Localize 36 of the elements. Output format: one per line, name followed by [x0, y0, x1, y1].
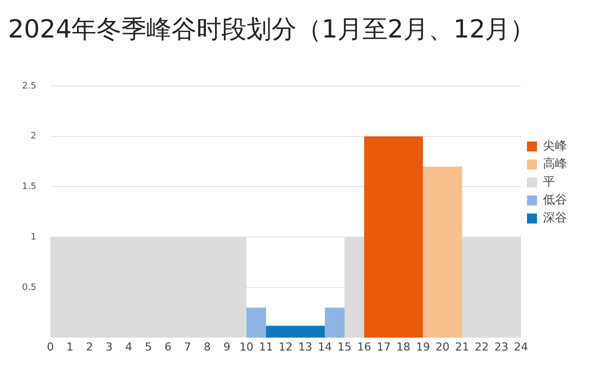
x-tick-label: 13 [298, 340, 312, 354]
x-tick-label: 1 [66, 340, 74, 354]
legend-label: 尖峰 [543, 138, 567, 153]
x-tick-label: 10 [239, 340, 254, 354]
x-tick-label: 3 [106, 340, 113, 354]
x-tick-label: 16 [357, 340, 372, 354]
x-tick-label: 0 [46, 340, 54, 354]
x-tick-label: 2 [86, 340, 94, 354]
x-tick-label: 15 [337, 340, 352, 354]
y-tick-label: 2.5 [22, 81, 36, 92]
x-tick-label: 23 [494, 340, 508, 354]
x-tick-label: 22 [474, 340, 489, 354]
x-tick-label: 19 [416, 340, 430, 354]
chart-title: 2024年冬季峰谷时段划分（1月至2月、12月） [8, 14, 536, 44]
x-tick-label: 7 [184, 340, 192, 354]
legend-label: 低谷 [543, 192, 567, 207]
y-tick-label: 1.5 [22, 182, 36, 192]
x-tick-label: 24 [514, 340, 528, 354]
x-tick-label: 4 [125, 340, 132, 354]
x-tick-label: 8 [204, 340, 211, 354]
x-tick-label: 18 [396, 340, 410, 354]
y-tick-label: 1 [30, 232, 36, 242]
x-tick-label: 20 [436, 340, 450, 354]
legend-label: 平 [543, 174, 555, 189]
y-tick-label: 0.5 [22, 282, 36, 293]
x-tick-label: 14 [318, 340, 332, 354]
y-tick-label: 2 [30, 132, 36, 142]
x-tick-label: 9 [223, 340, 230, 354]
x-tick-label: 5 [144, 340, 152, 354]
x-tick-label: 21 [455, 340, 470, 354]
x-tick-label: 11 [259, 340, 274, 354]
legend-label: 深谷 [543, 210, 567, 225]
legend-label: 高峰 [543, 156, 567, 171]
x-tick-label: 17 [376, 340, 391, 354]
x-tick-label: 6 [164, 340, 172, 354]
x-tick-label: 12 [278, 340, 293, 354]
